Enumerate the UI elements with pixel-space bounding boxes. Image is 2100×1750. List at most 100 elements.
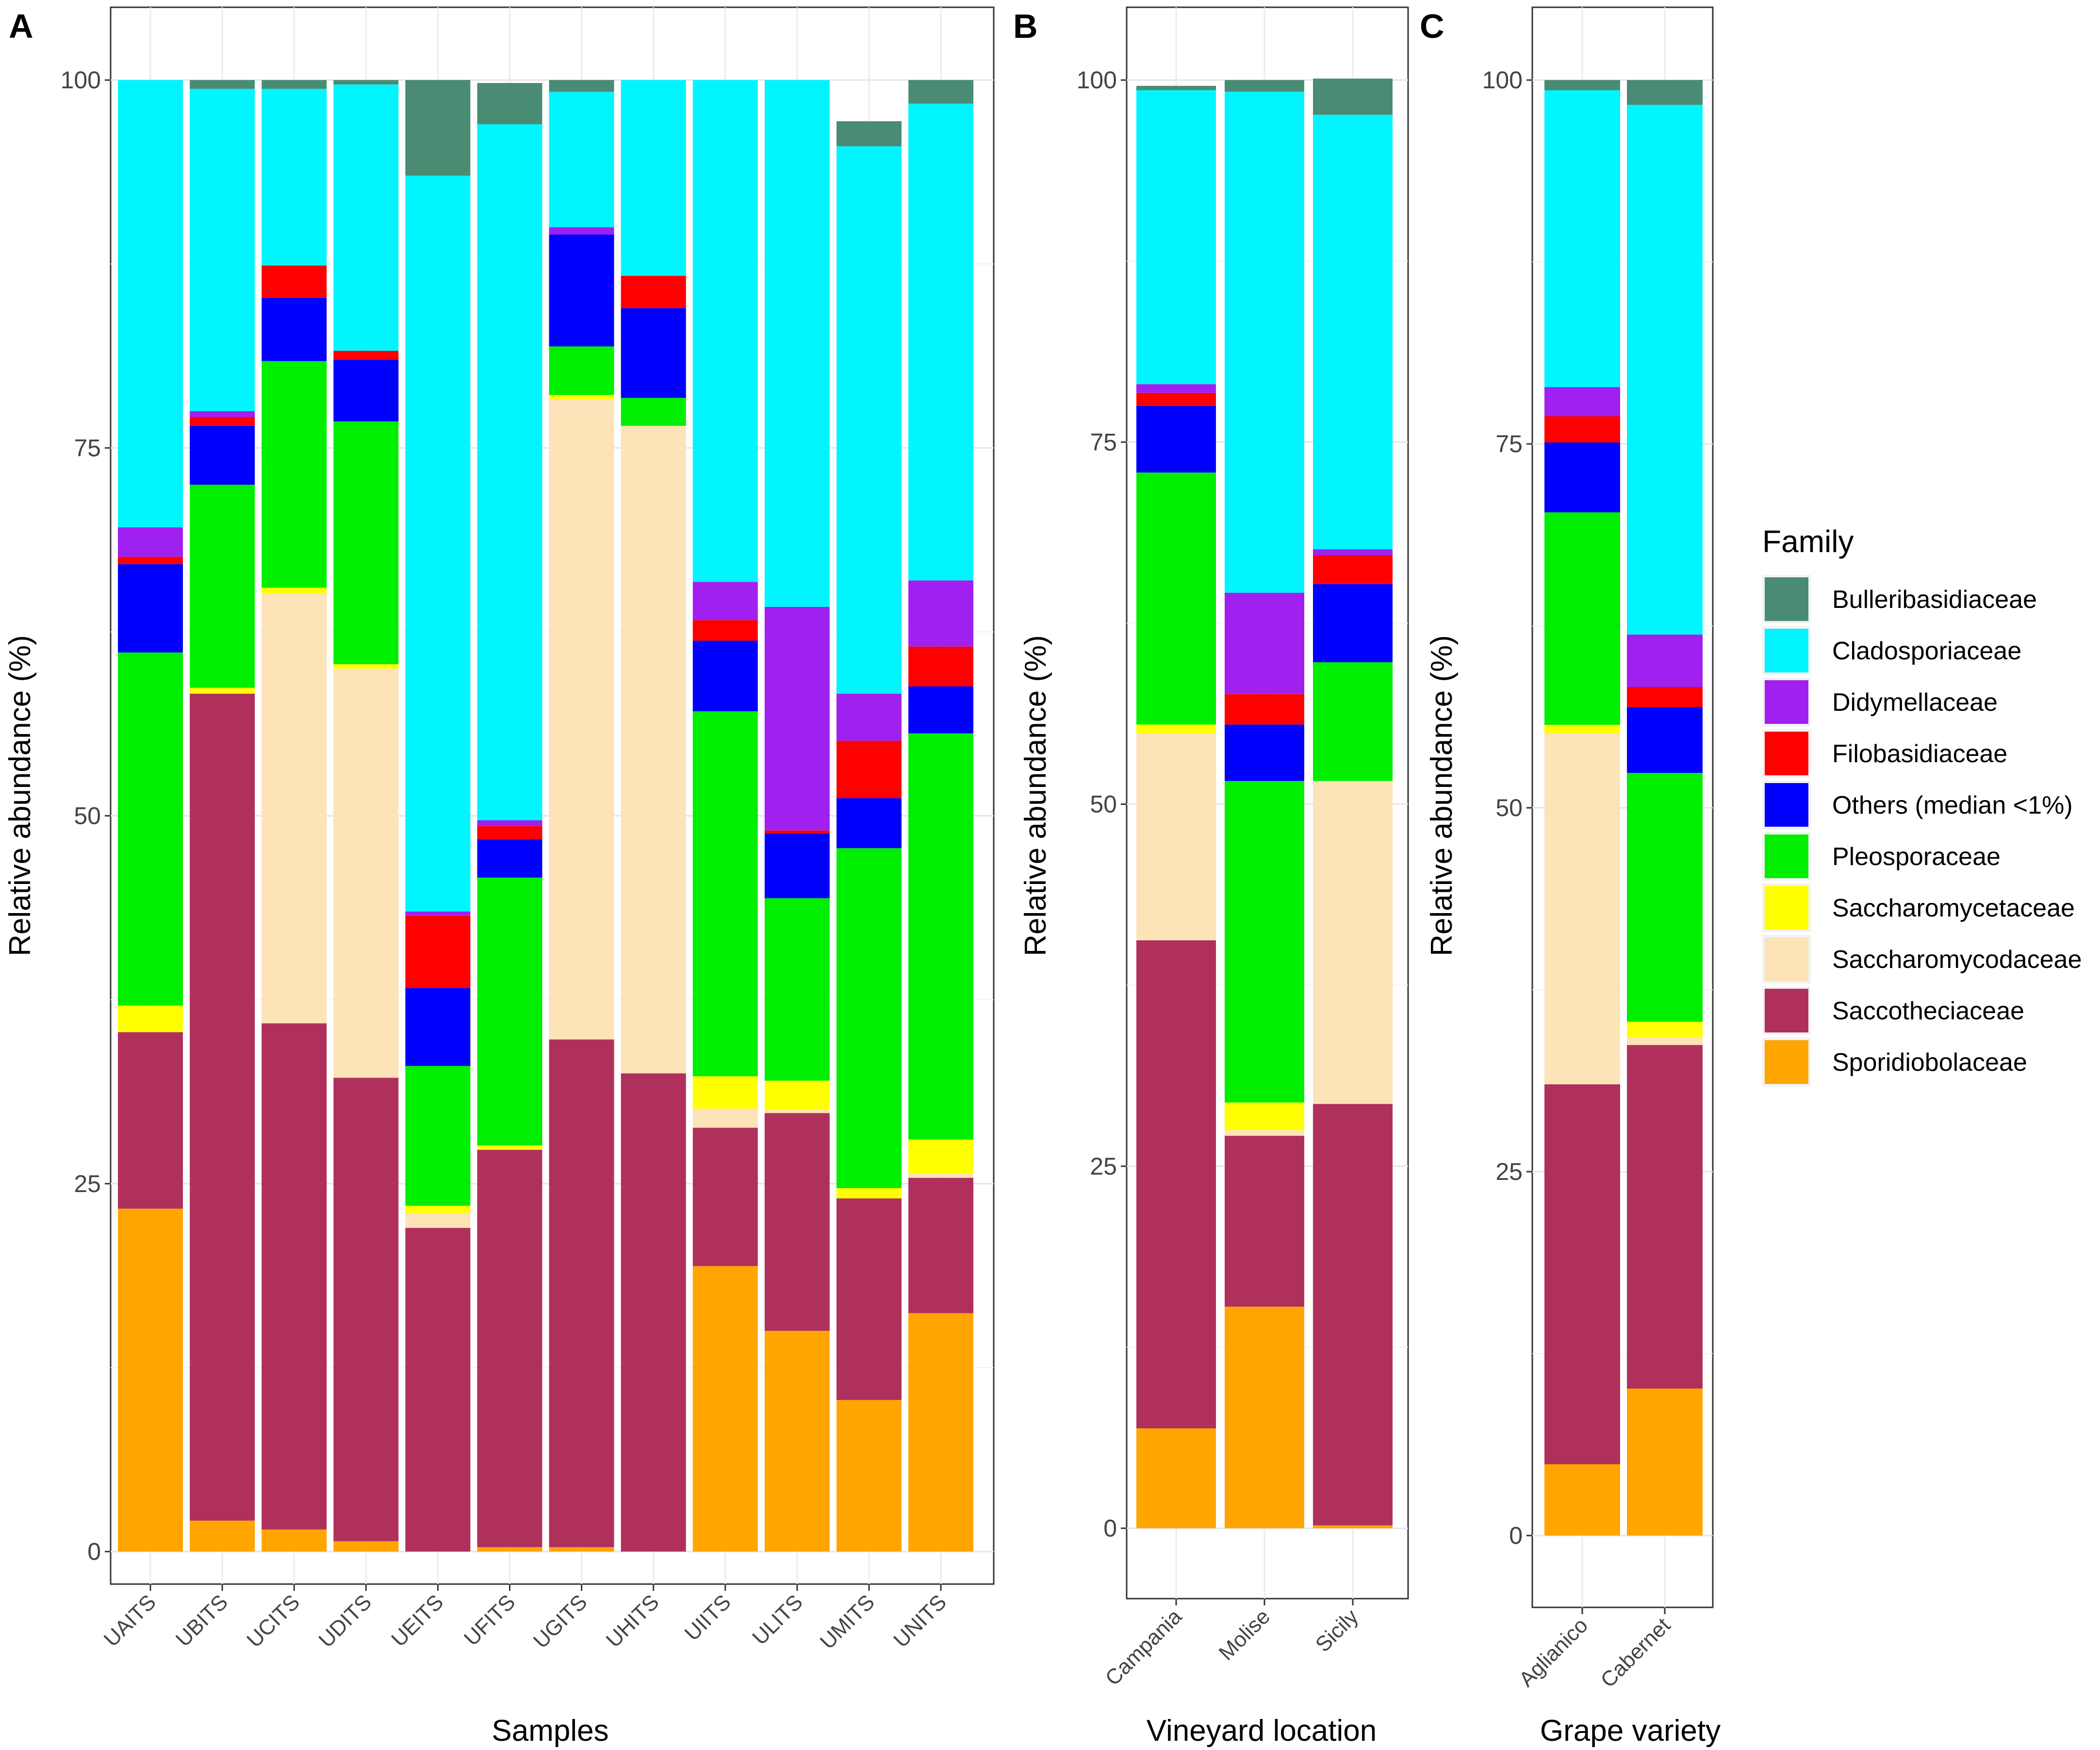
y-tick-label: 50 xyxy=(1090,791,1117,818)
bar-segment-cladosporiaceae-campania xyxy=(1136,90,1216,384)
bar-segment-others-median-1-cabernet xyxy=(1627,707,1703,773)
bar-segment-saccotheciaceae-campania xyxy=(1136,940,1216,1429)
y-tick-label: 25 xyxy=(74,1170,101,1197)
bar-segment-saccharomycodaceae-uhits xyxy=(621,425,686,1074)
bar-segment-didymellaceae-umits xyxy=(837,693,902,741)
bar-segment-saccharomycodaceae-molise xyxy=(1225,1130,1304,1136)
bar-segment-sporidiobolaceae-ucits xyxy=(262,1529,327,1552)
legend-swatch-cladosporiaceae xyxy=(1765,629,1808,672)
bar-segment-others-median-1-uaits xyxy=(118,564,183,653)
legend-label-saccharomycodaceae: Saccharomycodaceae xyxy=(1832,946,2082,974)
panel-a-x-axis-title: Samples xyxy=(492,1714,608,1748)
bar-segment-saccharomycodaceae-uiits xyxy=(692,1109,758,1128)
bar-segment-saccotheciaceae-aglianico xyxy=(1544,1084,1620,1464)
bar-segment-bulleribasidiaceae-sicily xyxy=(1313,79,1393,115)
bar-segment-filobasidiaceae-ubits xyxy=(190,417,255,426)
bar-segment-others-median-1-ucits xyxy=(262,297,327,361)
bar-segment-filobasidiaceae-cabernet xyxy=(1627,687,1703,707)
bar-segment-others-median-1-ueits xyxy=(405,988,471,1066)
legend-swatch-filobasidiaceae xyxy=(1765,732,1808,775)
bar-segment-pleosporaceae-uaits xyxy=(118,652,183,1006)
bar-segment-didymellaceae-uaits xyxy=(118,527,183,557)
bar-segment-didymellaceae-ueits xyxy=(405,911,471,916)
bar-segment-saccharomycetaceae-ubits xyxy=(190,687,255,694)
bar-segment-saccotheciaceae-cabernet xyxy=(1627,1045,1703,1389)
panel-c-letter: C xyxy=(1420,7,1444,45)
x-tick-label-ufits: UFITS xyxy=(459,1590,520,1651)
bar-segment-cladosporiaceae-molise xyxy=(1225,91,1304,593)
bar-segment-saccotheciaceae-uiits xyxy=(692,1128,758,1266)
bar-segment-sporidiobolaceae-ubits xyxy=(190,1521,255,1552)
panel-c-bars xyxy=(1544,80,1703,1536)
y-tick-label: 75 xyxy=(1090,428,1117,456)
y-tick-label: 75 xyxy=(1495,430,1523,458)
bar-segment-others-median-1-molise xyxy=(1225,724,1304,781)
bar-segment-saccharomycetaceae-uaits xyxy=(118,1005,183,1032)
y-tick-label: 25 xyxy=(1495,1158,1523,1185)
bar-segment-pleosporaceae-umits xyxy=(837,848,902,1188)
bar-segment-pleosporaceae-ufits xyxy=(477,877,542,1145)
bar-segment-saccharomycodaceae-udits xyxy=(333,669,399,1078)
x-tick-label-ulits: ULITS xyxy=(748,1590,807,1650)
bar-segment-cladosporiaceae-ueits xyxy=(405,176,471,912)
bar-segment-cladosporiaceae-ugits xyxy=(549,92,614,228)
bar-segment-filobasidiaceae-ulits xyxy=(764,830,830,834)
bar-segment-pleosporaceae-ubits xyxy=(190,485,255,688)
bar-segment-filobasidiaceae-units xyxy=(908,646,974,687)
panel-b-x-ticks: Campania Molise Sicily xyxy=(1101,1599,1363,1690)
bar-segment-pleosporaceae-cabernet xyxy=(1627,773,1703,1022)
x-tick-label-udits: UDITS xyxy=(314,1590,376,1652)
panel-b: B 0 25 50 75 100 Campania Molise Sicily Vineya… xyxy=(1013,6,1409,1748)
bar-segment-saccotheciaceae-ucits xyxy=(262,1023,327,1530)
panel-c-x-ticks: Aglianico Cabernet xyxy=(1514,1607,1675,1692)
legend-swatch-sporidiobolaceae xyxy=(1765,1040,1808,1084)
bar-segment-sporidiobolaceae-ugits xyxy=(549,1547,614,1552)
panel-b-y-axis-title: Relative abundance (%) xyxy=(1019,635,1052,956)
bar-segment-others-median-1-udits xyxy=(333,360,399,422)
bar-segment-pleosporaceae-ulits xyxy=(764,898,830,1081)
bar-segment-saccharomycodaceae-sicily xyxy=(1313,781,1393,1104)
panel-a-y-axis-title: Relative abundance (%) xyxy=(3,635,37,956)
bar-segment-others-median-1-ufits xyxy=(477,839,542,878)
bar-segment-pleosporaceae-campania xyxy=(1136,472,1216,725)
bar-segment-didymellaceae-campania xyxy=(1136,384,1216,393)
legend-label-saccharomycetaceae: Saccharomycetaceae xyxy=(1832,894,2075,922)
bar-segment-others-median-1-units xyxy=(908,686,974,734)
y-tick-label: 50 xyxy=(74,802,101,830)
bar-segment-pleosporaceae-ucits xyxy=(262,361,327,588)
panel-b-bars xyxy=(1136,79,1393,1528)
y-tick-label: 75 xyxy=(74,434,101,461)
bar-segment-saccharomycetaceae-molise xyxy=(1225,1102,1304,1130)
panel-a: A 0 25 50 75 100 UAITS UBITS UCITS UDITS UEITS UF… xyxy=(3,6,995,1748)
bar-segment-saccotheciaceae-uaits xyxy=(118,1032,183,1209)
bar-segment-saccotheciaceae-ueits xyxy=(405,1227,471,1552)
bar-segment-bulleribasidiaceae-umits xyxy=(837,121,902,147)
bar-segment-others-median-1-umits xyxy=(837,798,902,849)
bar-segment-others-median-1-uiits xyxy=(692,640,758,712)
bar-segment-saccharomycodaceae-units xyxy=(908,1173,974,1178)
bar-segment-pleosporaceae-sicily xyxy=(1313,662,1393,781)
panel-b-x-axis-title: Vineyard location xyxy=(1147,1714,1377,1748)
legend-swatch-saccharomycodaceae xyxy=(1765,937,1808,981)
bar-segment-filobasidiaceae-aglianico xyxy=(1544,416,1620,442)
bar-segment-sporidiobolaceae-aglianico xyxy=(1544,1464,1620,1536)
bar-segment-saccotheciaceae-umits xyxy=(837,1198,902,1400)
bar-segment-saccharomycetaceae-udits xyxy=(333,664,399,669)
y-tick-label: 0 xyxy=(1509,1522,1523,1549)
bar-segment-filobasidiaceae-ueits xyxy=(405,916,471,988)
bar-segment-saccharomycetaceae-uiits xyxy=(692,1076,758,1109)
legend-swatch-pleosporaceae xyxy=(1765,834,1808,878)
bar-segment-filobasidiaceae-uaits xyxy=(118,556,183,564)
bar-segment-sporidiobolaceae-uaits xyxy=(118,1209,183,1552)
bar-segment-bulleribasidiaceae-ufits xyxy=(477,83,542,124)
y-tick-label: 50 xyxy=(1495,794,1523,821)
bar-segment-bulleribasidiaceae-campania xyxy=(1136,85,1216,90)
legend-label-bulleribasidiaceae: Bulleribasidiaceae xyxy=(1832,586,2037,614)
bar-segment-bulleribasidiaceae-ubits xyxy=(190,80,255,89)
bar-segment-pleosporaceae-ueits xyxy=(405,1066,471,1206)
bar-segment-didymellaceae-ubits xyxy=(190,411,255,417)
bar-segment-saccharomycetaceae-umits xyxy=(837,1188,902,1199)
bar-segment-cladosporiaceae-uhits xyxy=(621,80,686,276)
x-tick-label-ugits: UGITS xyxy=(529,1590,592,1653)
